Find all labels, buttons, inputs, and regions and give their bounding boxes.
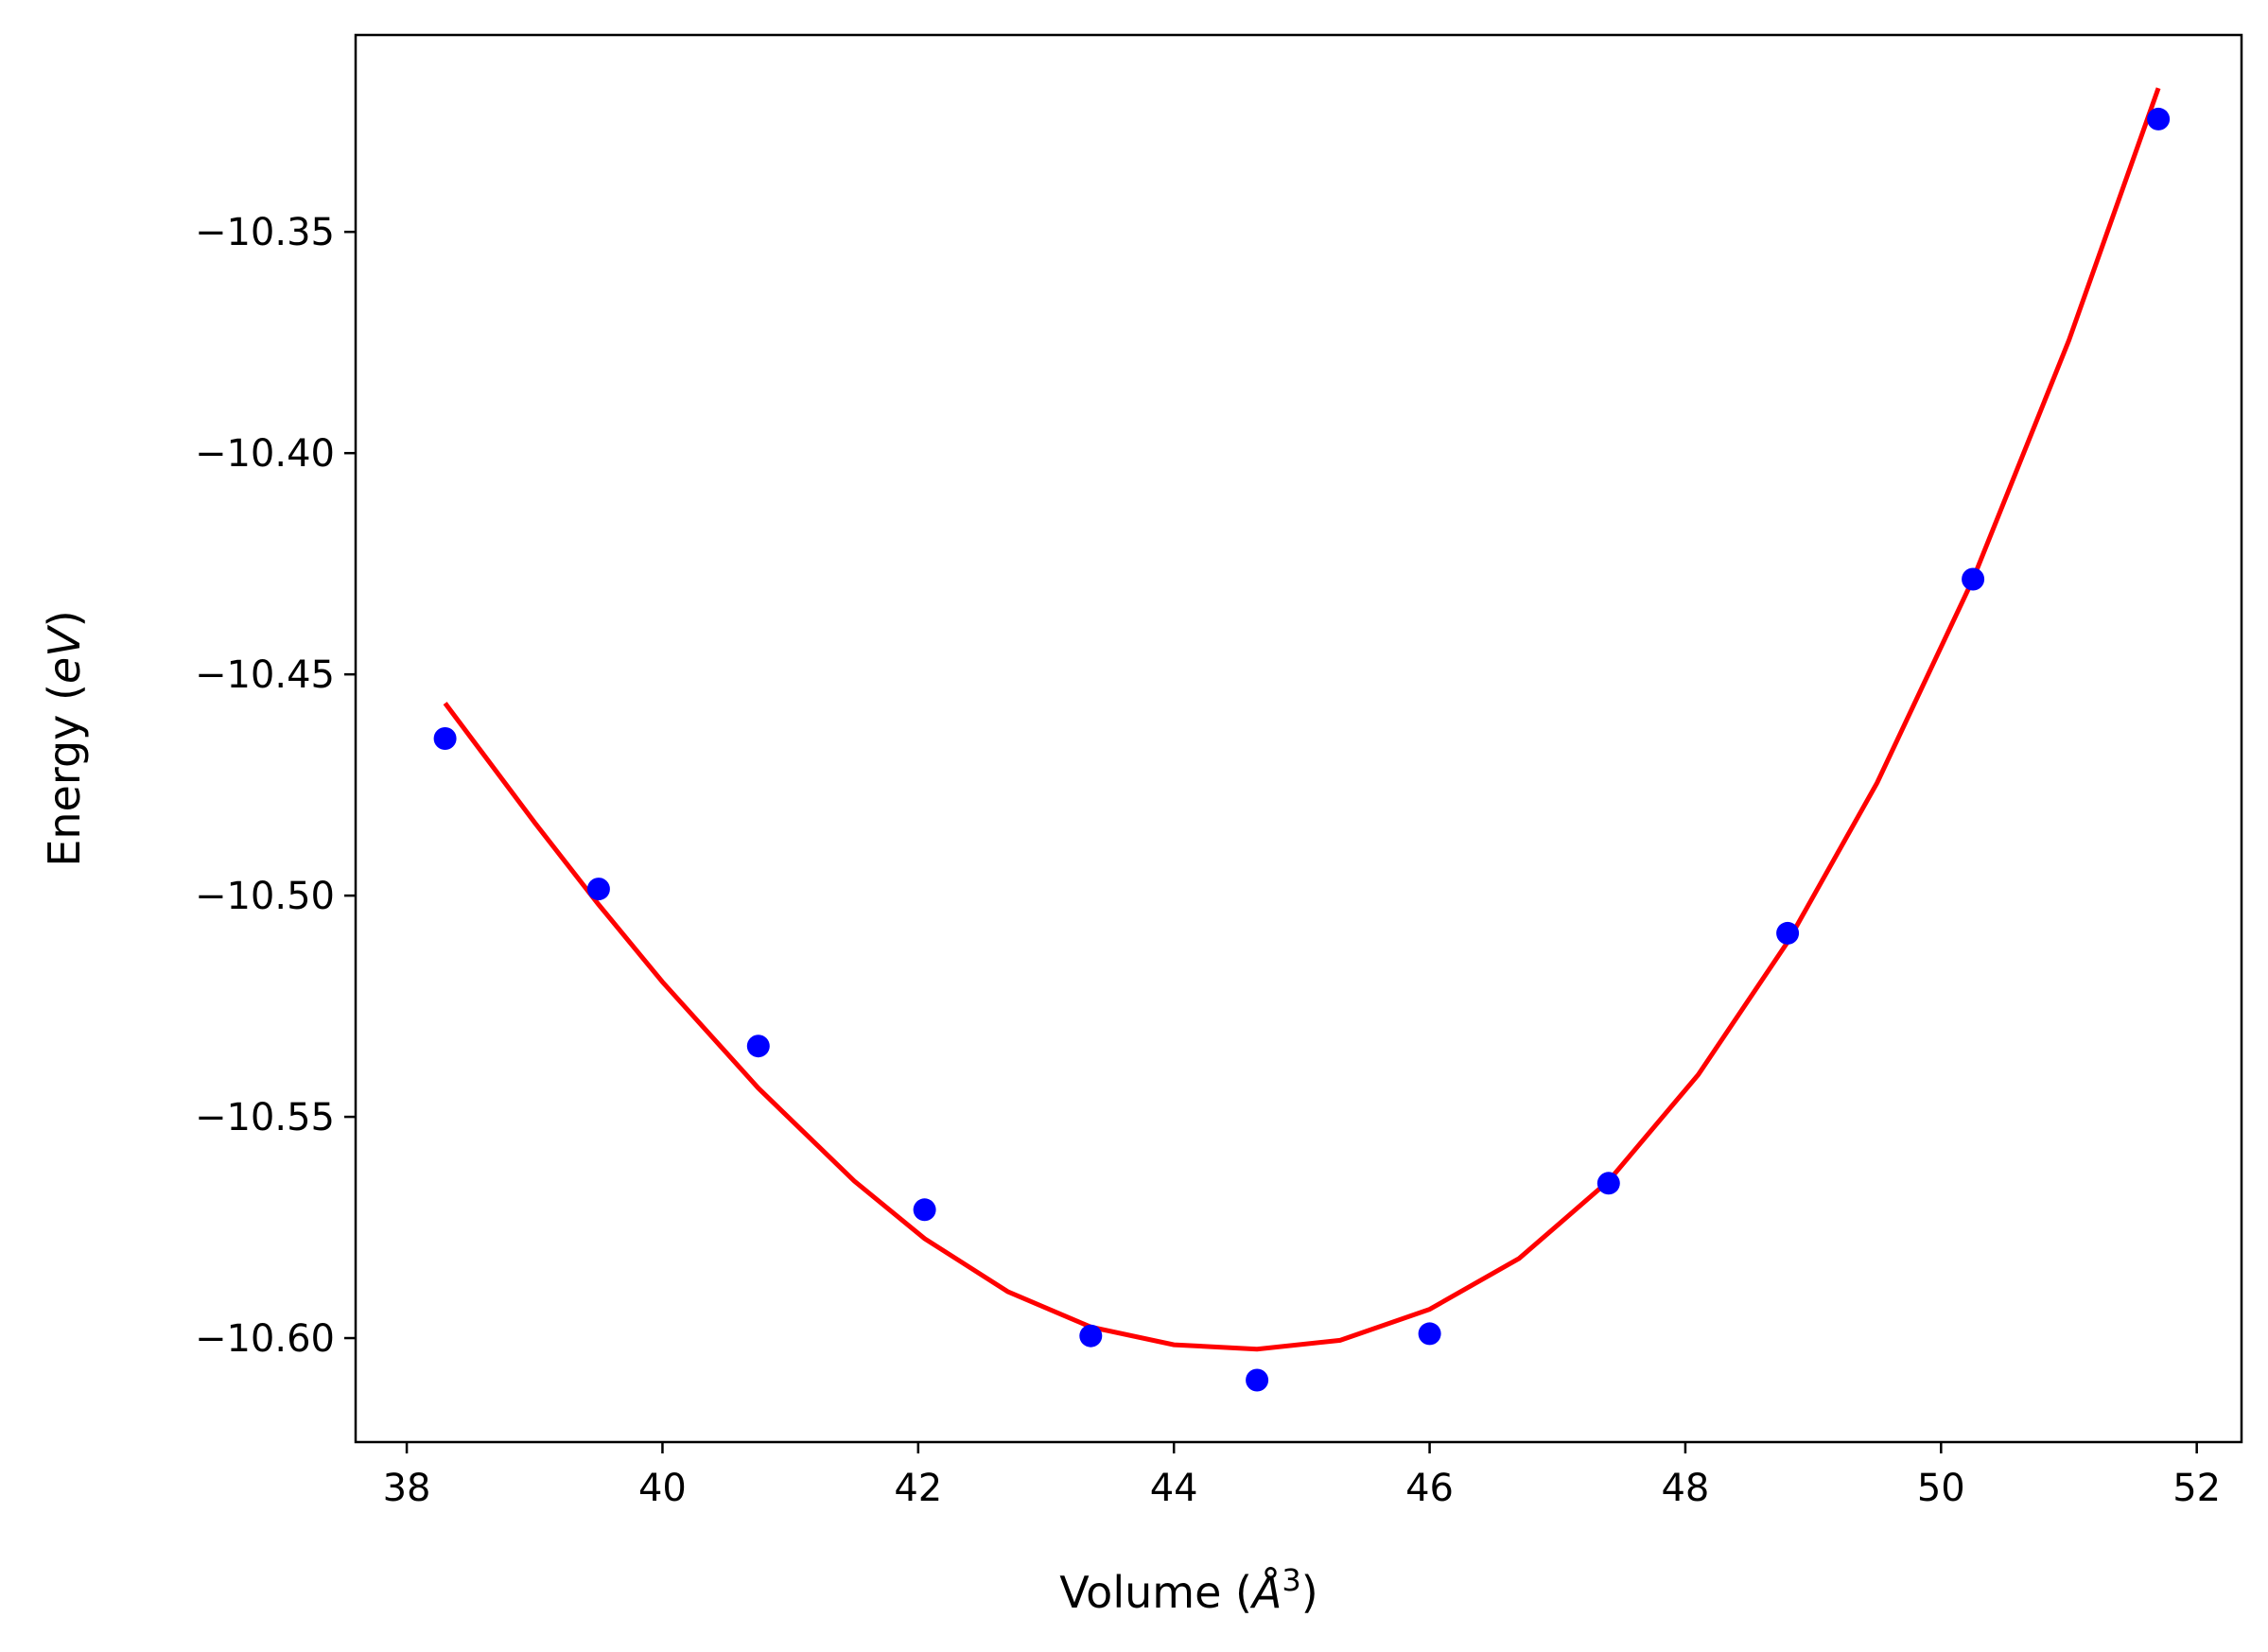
y-tick-label: −10.50 (195, 875, 335, 918)
data-point (746, 1035, 770, 1058)
y-tick-label: −10.35 (195, 211, 335, 254)
data-point (433, 727, 457, 750)
data-point (1418, 1322, 1441, 1346)
data-point (1596, 1172, 1620, 1195)
data-point (2147, 107, 2171, 130)
x-tick-label: 42 (894, 1467, 942, 1510)
y-axis-title-suffix: ) (39, 610, 90, 627)
x-axis-title: Volume (Å3) (1059, 1562, 1317, 1618)
data-point (913, 1198, 936, 1222)
y-tick-label: −10.45 (195, 653, 335, 697)
x-axis-title-exponent: 3 (1282, 1562, 1300, 1598)
x-tick-label: 50 (1917, 1467, 1965, 1510)
data-point (1776, 921, 1800, 945)
y-tick-label: −10.60 (195, 1317, 335, 1361)
fit-curve (443, 87, 2161, 1352)
x-axis-ticks: 38 40 42 44 46 48 50 52 (383, 1442, 2221, 1510)
data-point (1079, 1324, 1103, 1348)
x-axis-title-prefix: Volume ( (1059, 1567, 1252, 1618)
y-axis-title-unit: eV (39, 624, 90, 684)
fit-curve-layer (443, 87, 2161, 1352)
x-tick-label: 38 (383, 1467, 431, 1510)
y-tick-label: −10.40 (195, 432, 335, 476)
data-points (433, 107, 2171, 1392)
y-axis-title: Energy (eV) (39, 610, 90, 866)
x-tick-label: 48 (1661, 1467, 1709, 1510)
x-tick-label: 44 (1150, 1467, 1198, 1510)
plot-frame (354, 33, 2243, 1444)
data-point (586, 878, 610, 901)
x-axis-title-symbol: Å (1249, 1567, 1282, 1618)
x-axis-title-suffix: ) (1301, 1567, 1318, 1618)
x-tick-label: 46 (1405, 1467, 1454, 1510)
y-axis-title-prefix: Energy ( (39, 684, 90, 867)
x-tick-label: 52 (2172, 1467, 2221, 1510)
x-tick-label: 40 (638, 1467, 687, 1510)
y-axis-ticks: −10.35 −10.40 −10.45 −10.50 −10.55 −10.60 (195, 211, 356, 1361)
y-tick-label: −10.55 (195, 1096, 335, 1139)
data-point (1246, 1368, 1269, 1392)
data-point (1962, 567, 1985, 591)
